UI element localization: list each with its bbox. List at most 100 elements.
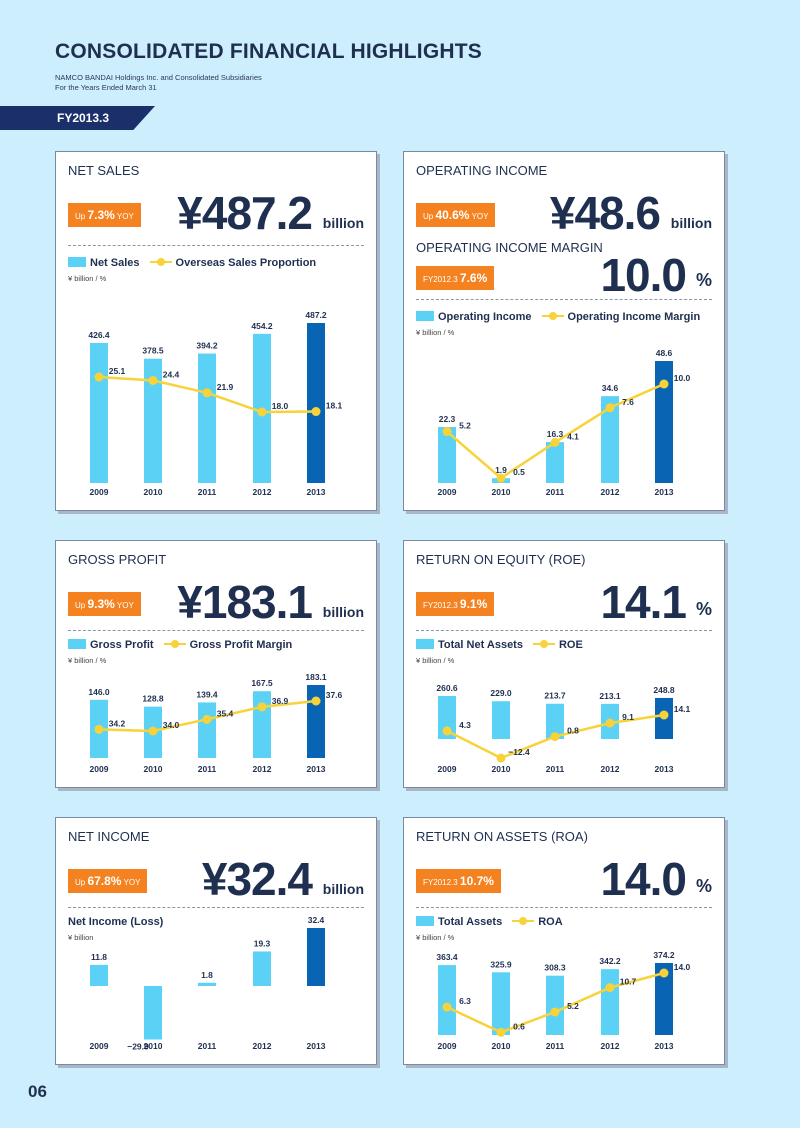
- line-value-label: 24.4: [163, 369, 180, 379]
- big-value: ¥183.1: [177, 576, 313, 628]
- axis-unit: ¥ billion / %: [68, 656, 107, 665]
- line-value-label: 18.0: [272, 401, 289, 411]
- bar-value-label: 374.2: [653, 950, 675, 960]
- axis-unit: ¥ billion / %: [416, 328, 455, 337]
- prior-year-badge: FY2012.3 10.7%: [416, 869, 501, 893]
- bar: [307, 323, 325, 483]
- line-value-label: 10.0: [674, 373, 691, 383]
- subtitle-period: For the Years Ended March 31: [55, 83, 157, 92]
- bar-value-label: 34.6: [602, 383, 619, 393]
- bar-value-label: 378.5: [142, 346, 164, 356]
- bar-value-label: 487.2: [305, 310, 327, 320]
- line-point: [659, 968, 669, 978]
- big-unit: billion: [322, 604, 364, 620]
- line-point: [442, 427, 452, 437]
- big-unit: billion: [322, 215, 364, 231]
- line-point: [496, 753, 506, 763]
- bar-value-label: 11.8: [91, 952, 107, 962]
- bar-value-label: 454.2: [251, 321, 273, 331]
- big-unit: %: [695, 876, 712, 896]
- line-point: [257, 407, 267, 417]
- line-value-label: −12.4: [508, 747, 530, 757]
- x-tick-label: 2009: [90, 487, 109, 497]
- bar-value-label: 213.7: [544, 691, 566, 701]
- bar: [601, 396, 619, 483]
- bar-value-label: 394.2: [196, 341, 218, 351]
- legend: Net Income (Loss): [68, 916, 164, 928]
- net-income-panel: NET INCOME Up 67.8% YOY ¥32.4 billion Ne…: [55, 817, 377, 1065]
- x-tick-label: 2009: [438, 487, 457, 497]
- legend: Gross Profit Gross Profit Margin: [68, 639, 292, 651]
- x-tick-label: 2010: [492, 487, 511, 497]
- bar: [253, 691, 271, 758]
- line-point: [605, 718, 615, 728]
- x-tick-label: 2011: [198, 1041, 217, 1051]
- bar-value-label: 139.4: [196, 689, 218, 699]
- line-point: [148, 375, 158, 385]
- x-tick-label: 2013: [307, 487, 326, 497]
- bar-value-label: 19.3: [254, 938, 271, 948]
- axis-unit: ¥ billion: [68, 933, 94, 942]
- bar: [307, 928, 325, 986]
- x-tick-label: 2011: [546, 1041, 565, 1051]
- bar-value-label: −29.9: [127, 1042, 149, 1052]
- big-value: 14.1: [600, 576, 687, 628]
- panel-title: NET SALES: [68, 163, 140, 178]
- line-point: [94, 724, 104, 734]
- fy-banner: FY2013.3: [0, 106, 155, 130]
- panel-title: NET INCOME: [68, 829, 150, 844]
- bar: [438, 965, 456, 1035]
- big-value: ¥487.2: [177, 187, 313, 239]
- axis-unit: ¥ billion / %: [416, 933, 455, 942]
- bar: [198, 702, 216, 758]
- line-value-label: 0.8: [567, 726, 579, 736]
- big-value: 14.0: [600, 853, 687, 905]
- line-value-label: 10.7: [620, 977, 637, 987]
- legend: Total Assets ROA: [416, 916, 563, 928]
- bar-value-label: 308.3: [544, 963, 566, 973]
- x-tick-label: 2009: [90, 764, 109, 774]
- gross-profit-panel: GROSS PROFIT Up 9.3% YOY ¥183.1 billion …: [55, 540, 377, 788]
- bar-value-label: 1.9: [495, 465, 507, 475]
- net-sales-panel: NET SALES Up 7.3% YOY ¥487.2 billion Net…: [55, 151, 377, 511]
- big-unit: billion: [322, 881, 364, 897]
- yoy-badge: Up 7.3% YOY: [68, 203, 141, 227]
- margin-title: OPERATING INCOME MARGIN: [416, 240, 603, 255]
- page-title: CONSOLIDATED FINANCIAL HIGHLIGHTS: [55, 40, 482, 63]
- gross-profit-chart: 2009 2010 2011 2012 2013 146.0 128.8 139.4 167.5…: [88, 672, 343, 774]
- bar-value-label: 363.4: [436, 952, 458, 962]
- x-tick-label: 2010: [144, 764, 163, 774]
- x-tick-label: 2013: [655, 764, 674, 774]
- line-point: [442, 1002, 452, 1012]
- bar: [198, 353, 216, 483]
- line-value-label: 21.9: [217, 382, 234, 392]
- x-tick-label: 2013: [655, 487, 674, 497]
- line-value-label: 7.6: [622, 397, 634, 407]
- bar-value-label: 16.3: [547, 429, 564, 439]
- bar-value-label: 260.6: [436, 683, 458, 693]
- line-value-label: 37.6: [326, 690, 343, 700]
- bar: [492, 701, 510, 739]
- bar-value-label: 213.1: [599, 691, 621, 701]
- line-point: [659, 379, 669, 389]
- yoy-badge: Up 40.6% YOY: [416, 203, 496, 227]
- line-point: [605, 983, 615, 993]
- bar-value-label: 48.6: [656, 348, 673, 358]
- line-value-label: 35.4: [217, 708, 234, 718]
- line-point: [311, 696, 321, 706]
- bar: [655, 963, 673, 1035]
- operating-income-panel: OPERATING INCOME Up 40.6% YOY ¥48.6 bill…: [403, 151, 725, 511]
- axis-unit: ¥ billion / %: [416, 656, 455, 665]
- x-tick-label: 2011: [546, 764, 565, 774]
- line-point: [257, 702, 267, 712]
- bar-value-label: 342.2: [599, 956, 621, 966]
- line-value-label: 5.2: [567, 1001, 579, 1011]
- bar: [546, 703, 564, 739]
- x-tick-label: 2012: [253, 764, 272, 774]
- x-tick-label: 2011: [198, 487, 217, 497]
- x-tick-label: 2010: [144, 487, 163, 497]
- x-tick-label: 2012: [253, 487, 272, 497]
- net-income-chart: 2009 2010 2011 2012 2013 11.8 −29.9 1.8 19.3 32.4: [90, 915, 326, 1052]
- line-point: [550, 1007, 560, 1017]
- bar-value-label: 146.0: [88, 687, 110, 697]
